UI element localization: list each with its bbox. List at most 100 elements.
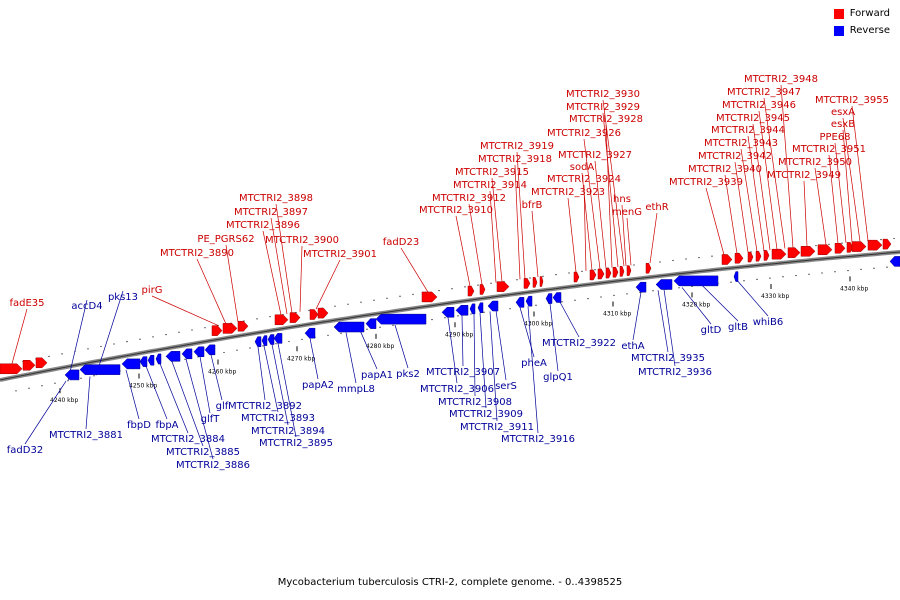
minor-tick-dot bbox=[100, 345, 102, 348]
forward-gene-arrow bbox=[612, 266, 619, 278]
gene-label: MTCTRI2_3895 bbox=[259, 438, 333, 449]
minor-tick-dot bbox=[698, 256, 700, 259]
minor-tick-dot bbox=[308, 309, 310, 311]
forward-gene-arrow bbox=[755, 250, 762, 262]
label-leader-line bbox=[752, 123, 771, 251]
forward-gene-arrow bbox=[787, 247, 801, 258]
gene-label: MTCTRI2_3927 bbox=[558, 150, 632, 161]
gene-label: MTCTRI2_3893 bbox=[241, 413, 315, 424]
label-leader-line bbox=[681, 287, 712, 325]
label-leader-line bbox=[461, 315, 464, 367]
gene-label: gltD bbox=[701, 325, 722, 336]
minor-tick-dot bbox=[48, 355, 50, 357]
reverse-gene-arrow bbox=[441, 307, 455, 318]
reverse-gene-arrow bbox=[181, 348, 193, 360]
label-leader-line bbox=[737, 281, 769, 317]
legend-item-forward: Forward bbox=[833, 8, 890, 19]
gene-label: sodA bbox=[570, 162, 595, 173]
label-leader-line bbox=[527, 306, 539, 434]
minor-tick-dot bbox=[386, 297, 388, 299]
gene-label: MTCTRI2_3884 bbox=[151, 434, 225, 445]
label-leader-line bbox=[705, 187, 725, 255]
forward-gene-arrow bbox=[851, 241, 867, 252]
gene-label: MTCTRI2_3948 bbox=[744, 74, 818, 85]
label-leader-line bbox=[559, 301, 580, 338]
minor-tick-dot bbox=[457, 315, 459, 317]
label-leader-line bbox=[701, 284, 739, 322]
label-leader-line bbox=[309, 338, 319, 380]
minor-tick-dot bbox=[204, 327, 206, 329]
minor-tick-dot bbox=[555, 274, 557, 276]
label-leader-line bbox=[345, 332, 357, 384]
label-leader-line bbox=[621, 204, 627, 266]
gene-label: MTCTRI2_3947 bbox=[727, 87, 801, 98]
minor-tick-dot bbox=[886, 266, 888, 268]
gene-label: PPE68 bbox=[819, 132, 850, 143]
gene-label: MTCTRI2_3896 bbox=[226, 220, 300, 231]
label-leader-line bbox=[11, 308, 28, 364]
reverse-gene-arrow bbox=[121, 358, 141, 370]
forward-gene-arrow bbox=[289, 312, 301, 323]
label-leader-line bbox=[583, 138, 601, 270]
label-leader-line bbox=[489, 311, 498, 422]
gene-label: pks2 bbox=[396, 369, 420, 380]
minor-tick-dot bbox=[795, 274, 797, 277]
forward-swatch bbox=[833, 8, 844, 19]
forward-gene-arrow bbox=[834, 243, 846, 254]
minor-tick-dot bbox=[613, 294, 615, 297]
gene-label: MTCTRI2_3885 bbox=[166, 447, 240, 458]
reverse-gene-arrow bbox=[64, 369, 80, 381]
minor-tick-dot bbox=[399, 295, 401, 297]
reverse-gene-arrow bbox=[673, 275, 719, 287]
minor-tick-dot bbox=[80, 377, 82, 379]
minor-tick-dot bbox=[347, 303, 349, 305]
minor-tick-dot bbox=[392, 324, 394, 326]
gene-label: MTCTRI2_3928 bbox=[569, 114, 643, 125]
minor-tick-dot bbox=[327, 334, 329, 336]
gene-label: MTCTRI2_3935 bbox=[631, 353, 705, 364]
minor-tick-dot bbox=[782, 276, 784, 278]
minor-tick-dot bbox=[87, 348, 89, 350]
forward-gene-arrow bbox=[309, 309, 319, 320]
gene-label: MTCTRI2_3918 bbox=[478, 154, 552, 165]
gene-label: pks13 bbox=[108, 292, 138, 303]
forward-gene-arrow bbox=[721, 254, 733, 265]
reverse-gene-arrow bbox=[139, 356, 148, 367]
gene-label: ethR bbox=[645, 202, 668, 213]
forward-gene-arrow bbox=[532, 277, 538, 288]
label-leader-line bbox=[531, 210, 539, 278]
reverse-gene-arrow bbox=[365, 318, 377, 329]
label-leader-line bbox=[549, 303, 559, 372]
label-leader-line bbox=[275, 203, 293, 314]
minor-tick-dot bbox=[600, 296, 602, 298]
label-leader-line bbox=[495, 310, 507, 381]
gene-label: glfT bbox=[201, 414, 221, 425]
label-leader-line bbox=[271, 344, 289, 426]
minor-tick-dot bbox=[483, 311, 485, 313]
minor-tick-dot bbox=[470, 313, 472, 315]
label-leader-line bbox=[594, 160, 607, 269]
minor-tick-dot bbox=[860, 268, 862, 270]
label-leader-line bbox=[262, 230, 282, 315]
reverse-gene-arrow bbox=[204, 344, 216, 356]
tick-label: 4250 kbp bbox=[129, 382, 157, 389]
gene-label: MTCTRI2_3886 bbox=[176, 460, 250, 471]
minor-tick-dot bbox=[165, 333, 167, 336]
reverse-gene-arrow bbox=[515, 297, 525, 308]
gene-label: MTCTRI2_3911 bbox=[460, 422, 534, 433]
reverse-gene-arrow bbox=[333, 321, 365, 333]
minor-tick-dot bbox=[581, 270, 583, 272]
gene-label: MTCTRI2_3939 bbox=[669, 177, 743, 188]
label-leader-line bbox=[657, 290, 669, 353]
minor-tick-dot bbox=[535, 304, 537, 306]
gene-label: MTCTRI2_3943 bbox=[704, 138, 778, 149]
forward-gene-arrow bbox=[589, 269, 597, 281]
tick-label: 4270 kbp bbox=[287, 355, 315, 362]
minor-tick-dot bbox=[594, 269, 596, 271]
gene-label: PE_PGRS62 bbox=[197, 234, 254, 245]
minor-tick-dot bbox=[542, 275, 544, 277]
minor-tick-dot bbox=[431, 318, 433, 321]
label-leader-line bbox=[491, 177, 503, 282]
minor-tick-dot bbox=[223, 351, 225, 354]
reverse-swatch bbox=[833, 25, 844, 36]
